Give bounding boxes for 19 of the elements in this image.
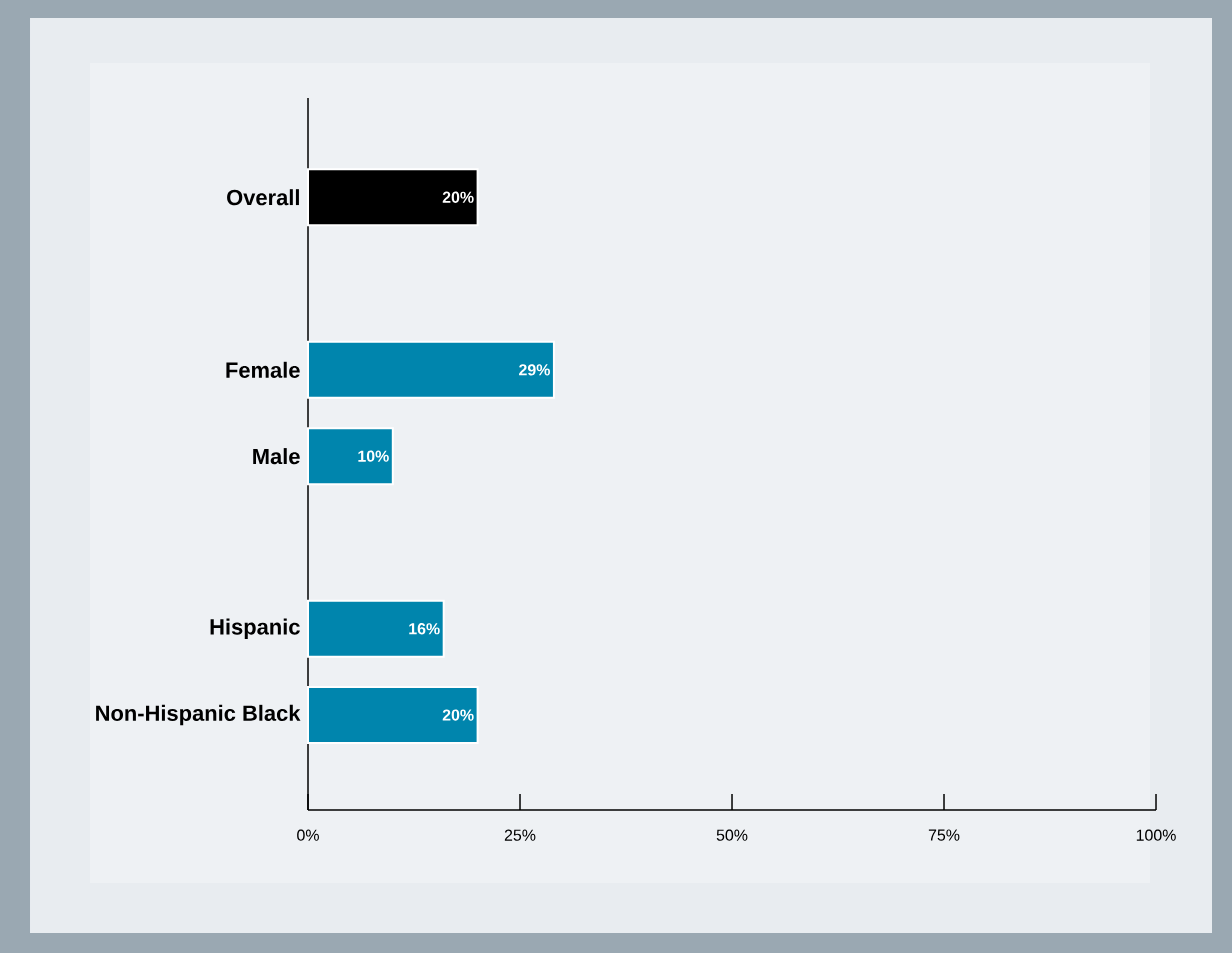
y-tick-label: Overall [227, 189, 299, 206]
data-label: 16% [409, 623, 440, 635]
data-label: 10% [358, 450, 389, 462]
y-tick-label: Non-Hispanic Black [96, 704, 301, 726]
y-tick-label: Female [226, 361, 300, 378]
x-tick-label: 100% [1136, 829, 1176, 841]
x-tick-label: 75% [928, 829, 960, 841]
x-tick-label: 0% [297, 829, 319, 841]
y-tick-label: Hispanic [210, 618, 300, 639]
y-tick-label: Male [253, 448, 300, 465]
x-tick-label: 25% [504, 829, 536, 841]
x-tick-label: 50% [716, 829, 748, 841]
bar [307, 599, 445, 658]
bar [307, 340, 555, 399]
data-label: 20% [442, 191, 474, 203]
data-label: 29% [519, 364, 550, 376]
data-label: 20% [442, 709, 474, 721]
bar [307, 686, 479, 745]
bar [307, 427, 394, 486]
